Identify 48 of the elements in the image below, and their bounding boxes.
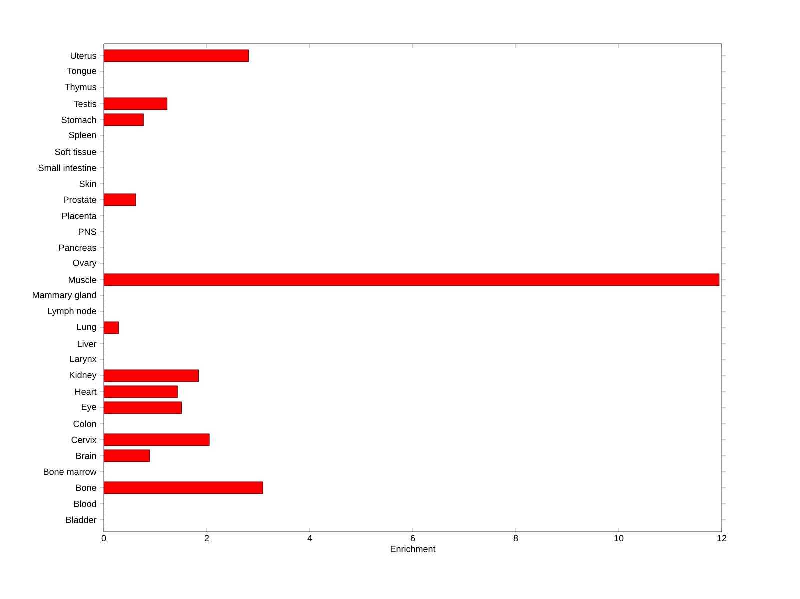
y-tick-label: Small intestine (38, 164, 96, 172)
y-tick-label: Liver (78, 340, 97, 348)
x-tick-label: 8 (514, 535, 518, 542)
bar (104, 482, 264, 494)
y-tick-label: Testis (74, 100, 96, 108)
x-tick-label: 6 (410, 535, 416, 542)
x-tick-label: 4 (308, 535, 312, 542)
y-tick-label: Mammary gland (33, 292, 96, 300)
bar (104, 450, 150, 462)
y-tick-label: Colon (74, 420, 96, 428)
bar (104, 50, 249, 62)
x-tick-label: 2 (204, 535, 210, 542)
y-tick-label: Heart (76, 388, 97, 396)
y-tick-label: Skin (80, 180, 96, 188)
y-tick-label: Bone (76, 484, 96, 492)
y-tick-label: Pancreas (60, 244, 96, 252)
y-tick-label: Soft tissue (55, 148, 96, 156)
bar (104, 386, 178, 398)
y-tick-label: Brain (76, 452, 96, 460)
y-tick-label: Spleen (69, 132, 96, 140)
y-tick-label: Stomach (62, 116, 96, 124)
y-tick-label: Tongue (67, 68, 96, 76)
x-axis-title: Enrichment (390, 546, 436, 552)
x-tick-label: 12 (718, 535, 727, 542)
y-tick-label: Prostate (64, 196, 96, 204)
y-tick-label: Thymus (65, 84, 96, 92)
y-tick-label: PNS (79, 228, 96, 236)
y-tick-label: Blood (74, 500, 96, 508)
x-tick-label: 10 (614, 535, 624, 542)
y-tick-label: Placenta (62, 212, 97, 220)
bar (104, 114, 144, 126)
y-tick-label: Muscle (69, 276, 96, 284)
y-tick-label: Lymph node (48, 308, 96, 316)
bar (104, 274, 720, 286)
bar (104, 370, 199, 382)
bar (104, 98, 168, 110)
x-tick-label: 0 (102, 535, 106, 542)
y-tick-label: Cervix (72, 436, 97, 444)
y-tick-label: Kidney (70, 372, 97, 380)
y-tick-label: Larynx (70, 356, 97, 364)
y-tick-label: Bone marrow (44, 468, 97, 476)
bar (104, 434, 210, 446)
bar (104, 402, 182, 414)
y-tick-label: Uterus (70, 52, 96, 60)
y-tick-label: Lung (78, 324, 96, 332)
y-tick-label: Ovary (73, 260, 97, 268)
y-tick-label: Eye (82, 404, 96, 412)
y-tick-label: Bladder (66, 516, 97, 524)
